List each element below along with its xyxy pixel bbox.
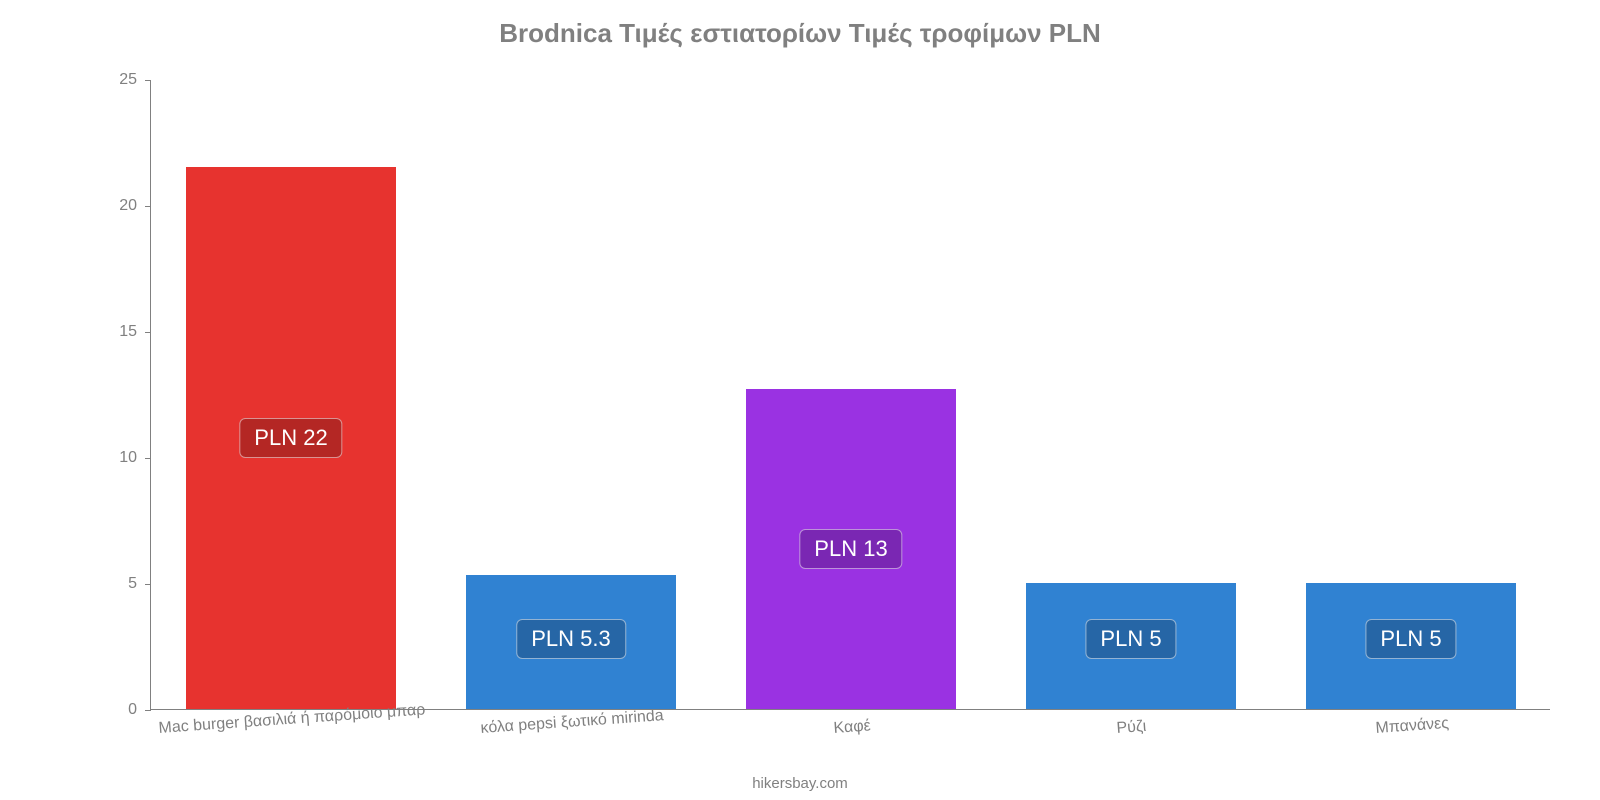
x-category-label: Ρύζι	[1116, 718, 1147, 738]
y-tick	[145, 584, 151, 585]
value-badge: PLN 5.3	[516, 619, 626, 659]
bar-slot: PLN 5.3	[466, 575, 676, 709]
x-category-label: Καφέ	[833, 717, 871, 738]
chart-title: Brodnica Τιμές εστιατορίων Τιμές τροφίμω…	[0, 18, 1600, 49]
bar-slot: PLN 5	[1306, 583, 1516, 709]
bar-slot: PLN 22	[186, 167, 396, 709]
bar-slot: PLN 13	[746, 389, 956, 709]
y-tick-label: 20	[119, 197, 137, 215]
y-tick-label: 15	[119, 323, 137, 341]
value-badge: PLN 22	[239, 418, 342, 458]
value-badge: PLN 5	[1365, 619, 1456, 659]
y-tick	[145, 458, 151, 459]
y-tick-label: 10	[119, 449, 137, 467]
y-tick-label: 0	[128, 701, 137, 719]
x-category-label: κόλα pepsi ξωτικό mirinda	[480, 707, 664, 738]
chart-footer: hikersbay.com	[0, 775, 1600, 792]
x-category-label: Μπανάνες	[1375, 715, 1450, 738]
chart-container: Brodnica Τιμές εστιατορίων Τιμές τροφίμω…	[0, 0, 1600, 800]
value-badge: PLN 13	[799, 529, 902, 569]
y-tick	[145, 710, 151, 711]
y-tick-label: 5	[128, 575, 137, 593]
bar-slot: PLN 5	[1026, 583, 1236, 709]
y-tick	[145, 206, 151, 207]
value-badge: PLN 5	[1085, 619, 1176, 659]
y-tick-label: 25	[119, 71, 137, 89]
y-tick	[145, 332, 151, 333]
plot-area: 0510152025PLN 22Mac burger βασιλιά ή παρ…	[150, 80, 1550, 710]
y-tick	[145, 80, 151, 81]
